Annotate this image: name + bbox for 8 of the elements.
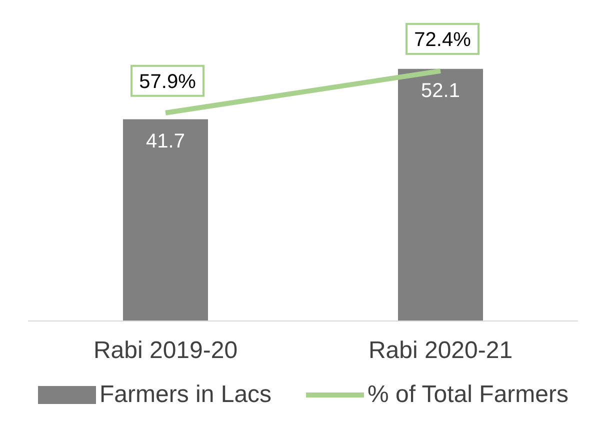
x-tick-label: Rabi 2019-20 bbox=[93, 337, 238, 364]
data-label: 57.9% bbox=[139, 70, 196, 93]
data-label: 41.7 bbox=[146, 130, 185, 152]
data-label: 52.1 bbox=[421, 80, 460, 102]
legend-label: Farmers in Lacs bbox=[98, 381, 272, 409]
data-label: 72.4% bbox=[414, 28, 472, 51]
x-tick-label: Rabi 2020-21 bbox=[368, 337, 513, 364]
legend-label: % of Total Farmers bbox=[366, 381, 568, 409]
